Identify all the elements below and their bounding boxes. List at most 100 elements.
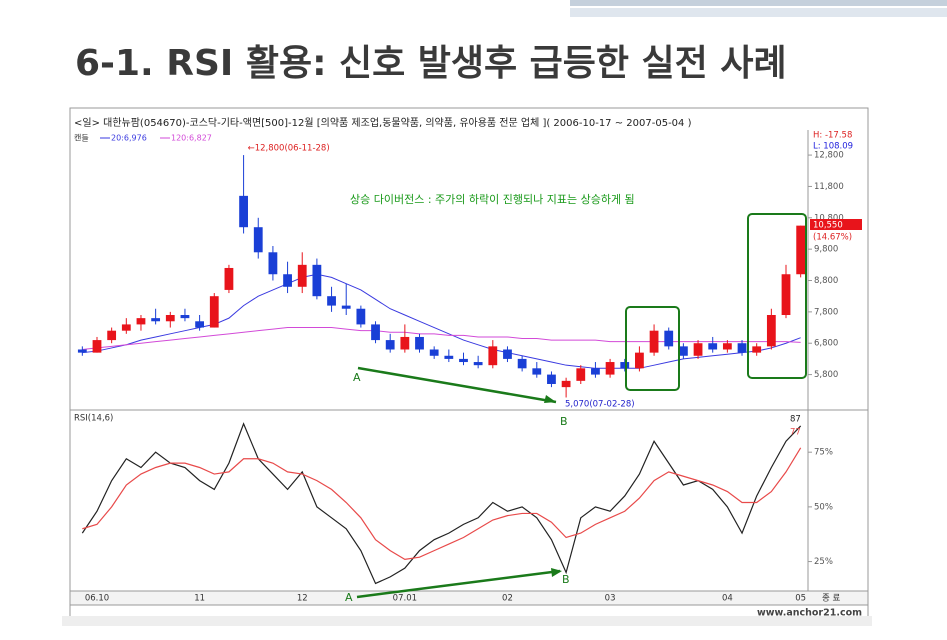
candle-body xyxy=(591,368,600,375)
candle-body xyxy=(239,195,248,228)
arrow-head xyxy=(551,568,562,577)
candle-body xyxy=(356,308,366,325)
y-tick-label: 6,800 xyxy=(814,339,838,349)
y-tick-label: 11,800 xyxy=(814,182,844,192)
y-tick-label: 5,800 xyxy=(814,370,838,380)
candle-body xyxy=(722,343,732,350)
highlight-box xyxy=(747,213,807,379)
x-tick-label: 07.01 xyxy=(393,594,417,604)
high-label: H: -17.58 xyxy=(813,131,852,141)
x-tick-label: 03 xyxy=(605,594,616,604)
candle-body xyxy=(693,343,703,356)
annotation: B xyxy=(560,415,568,428)
candle-body xyxy=(547,374,556,384)
candle-body xyxy=(576,368,586,381)
low-label: L: 108.09 xyxy=(813,142,853,152)
panel-title: RSI(14,6) xyxy=(74,414,113,424)
annotation: 5,070(07-02-28) xyxy=(565,400,635,410)
candle-body xyxy=(268,252,278,275)
candle-body xyxy=(121,324,131,331)
x-axis-strip xyxy=(69,590,869,606)
candle-body xyxy=(415,336,424,350)
y-tick-label: 8,800 xyxy=(814,276,838,286)
legend-label: 20:6,976 xyxy=(111,134,147,143)
annotation: B xyxy=(562,573,570,586)
candle-body xyxy=(649,330,659,353)
chart-frame xyxy=(69,107,869,623)
y-tick-label: 12,800 xyxy=(814,151,844,161)
price-tag xyxy=(810,219,862,230)
annotation: A xyxy=(353,371,361,384)
candle-body xyxy=(781,274,791,316)
arrow xyxy=(357,366,557,404)
candle-body xyxy=(708,343,718,350)
candle-body xyxy=(209,296,219,328)
candle-body xyxy=(312,264,322,297)
candle-body xyxy=(180,315,190,319)
y-tick-label: 75% xyxy=(814,448,833,458)
candle-body xyxy=(517,358,527,369)
annotation: (14.67%) xyxy=(813,233,852,243)
y-tick-label: 9,800 xyxy=(814,245,838,255)
rsi-line xyxy=(82,447,802,561)
y-tick-label: 50% xyxy=(814,502,833,512)
end-label: 77 xyxy=(790,428,801,438)
candle-body xyxy=(151,318,161,322)
x-tick-label: 05 xyxy=(795,594,806,604)
candle-body xyxy=(224,267,234,290)
candle-body xyxy=(664,330,674,347)
x-tick-label: 02 xyxy=(502,594,513,604)
chart-header: <일> 대한뉴팜(054670)-코스닥-기타-액면[500]-12월 [의약품… xyxy=(74,116,692,129)
y-tick-label: 7,800 xyxy=(814,307,838,317)
candle-body xyxy=(503,349,512,359)
rsi-line xyxy=(81,422,802,585)
candle-body xyxy=(459,358,468,363)
slide-title: 6-1. RSI 활용: 신호 발생후 급등한 실전 사례 xyxy=(75,43,787,84)
candle-body xyxy=(678,346,688,356)
candle-body xyxy=(400,336,410,350)
y-tick-label: 10,800 xyxy=(814,213,844,223)
footer: www.anchor21.com xyxy=(757,608,862,619)
shadow xyxy=(62,616,872,626)
candle-body xyxy=(429,349,439,356)
chart: 5,800 6,800 7,800 8,800 9,800 10,800 11,800 12,… xyxy=(69,116,869,619)
legend-label: 캔들 xyxy=(74,133,89,143)
end-label: 87 xyxy=(790,415,801,425)
deco-bar xyxy=(570,0,947,6)
candle-body xyxy=(371,324,380,341)
candle-body xyxy=(444,355,454,359)
arrow xyxy=(356,569,561,599)
candle-body xyxy=(107,330,117,341)
candle-body xyxy=(92,340,102,353)
candle-body xyxy=(635,352,644,369)
annotation: A xyxy=(345,591,353,604)
y-tick-label: 25% xyxy=(814,557,833,567)
arrow-head xyxy=(544,395,556,403)
x-tick-label: 04 xyxy=(722,594,733,604)
annotation: 10,550 xyxy=(813,221,843,231)
candle-body xyxy=(473,362,483,366)
legend-label: 120:6,827 xyxy=(171,134,212,143)
candle-body xyxy=(136,318,146,325)
candle-body xyxy=(283,274,292,287)
moving-average xyxy=(82,327,801,350)
candle-body xyxy=(737,343,747,353)
candle-body xyxy=(532,368,542,375)
x-tick-label: 06.10 xyxy=(85,594,109,604)
candle-body xyxy=(385,340,395,350)
x-tick-label: 11 xyxy=(194,594,205,604)
candle-body xyxy=(297,264,307,287)
highlight-box xyxy=(625,306,680,391)
candle-body xyxy=(165,315,175,322)
deco-bar xyxy=(570,8,947,17)
candle-body xyxy=(561,380,571,388)
candle-body xyxy=(488,346,498,366)
candle-body xyxy=(327,296,336,306)
candle-body xyxy=(253,227,263,253)
candle-body xyxy=(766,315,776,347)
x-tick-label: 12 xyxy=(297,594,308,604)
candle-body xyxy=(605,362,615,375)
annotation: ←12,800(06-11-28) xyxy=(248,144,330,154)
candle-body xyxy=(620,362,630,369)
